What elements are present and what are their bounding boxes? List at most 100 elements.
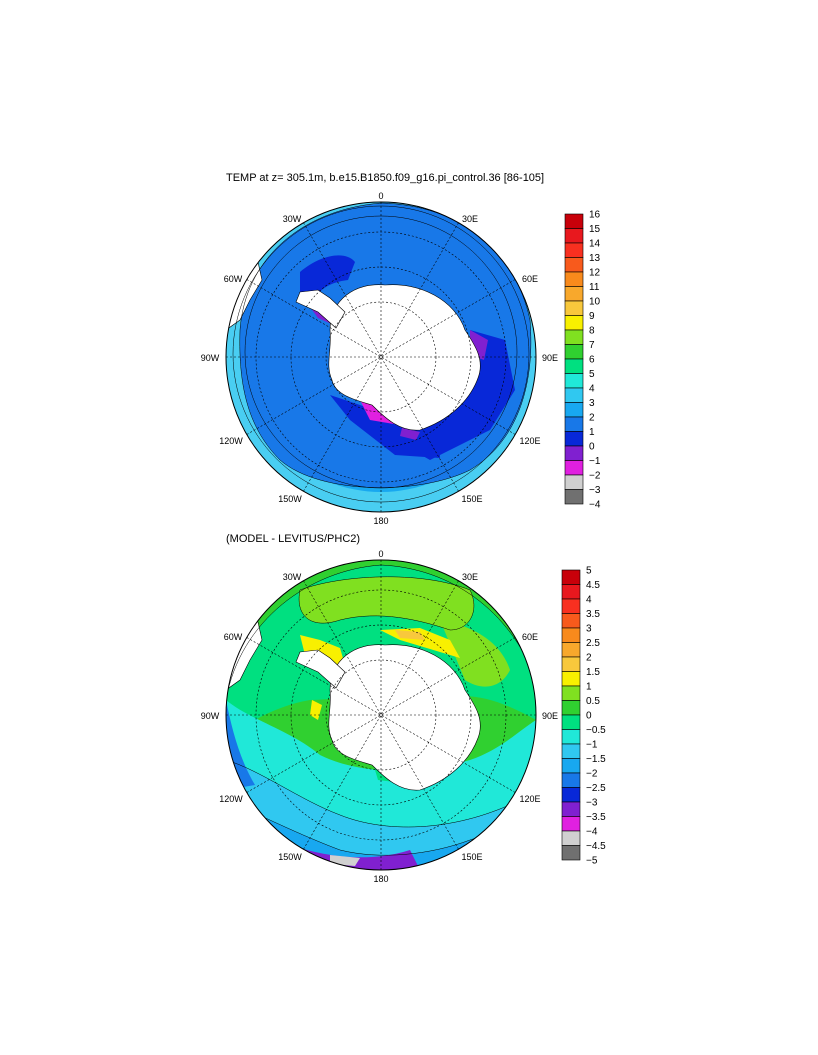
colorbar-swatch bbox=[564, 402, 584, 418]
lon-label: 30E bbox=[462, 572, 478, 582]
colorbar-swatch bbox=[564, 358, 584, 374]
panel-2-title: (MODEL - LEVITUS/PHC2) bbox=[226, 533, 361, 545]
antarctica bbox=[328, 284, 481, 431]
lon-label: 90W bbox=[201, 353, 220, 363]
colorbar-label: −1 bbox=[589, 456, 601, 467]
colorbar-swatch bbox=[564, 489, 584, 505]
lon-label: 30E bbox=[462, 214, 478, 224]
colorbar-label: 4.5 bbox=[586, 580, 600, 591]
colorbar-label: 4 bbox=[586, 595, 592, 606]
colorbar-swatch bbox=[564, 416, 584, 432]
colorbar-label: 13 bbox=[589, 253, 601, 264]
colorbar-label: 1 bbox=[586, 682, 592, 693]
colorbar-swatch bbox=[564, 213, 584, 229]
lon-label: 0 bbox=[378, 191, 383, 201]
colorbar-difference: 5 4.5 4 3.5 3 2.5 2 1.5 1 0.5 0 −0.5 −1 −1.5 −2 −2.5 −3 −… bbox=[561, 566, 606, 867]
colorbar-swatch bbox=[561, 830, 581, 846]
colorbar-swatch bbox=[561, 772, 581, 788]
lon-label: 150E bbox=[461, 852, 482, 862]
colorbar-swatch bbox=[561, 642, 581, 658]
colorbar-label: 0 bbox=[589, 442, 595, 453]
lon-label: 150W bbox=[278, 494, 302, 504]
colorbar-swatch bbox=[561, 656, 581, 672]
colorbar-label: −4 bbox=[586, 827, 598, 838]
colorbar-swatch bbox=[561, 816, 581, 832]
colorbar-label: 0.5 bbox=[586, 696, 600, 707]
difference-map: 0 30E 60E 90E 120E 150E 180 150W 120W 90… bbox=[201, 549, 558, 884]
colorbar-swatch bbox=[561, 787, 581, 803]
colorbar-label: 1.5 bbox=[586, 667, 600, 678]
colorbar-label: −4 bbox=[589, 500, 601, 511]
colorbar-label: 7 bbox=[589, 340, 595, 351]
lon-label: 120E bbox=[519, 794, 540, 804]
colorbar-label: −3 bbox=[589, 485, 601, 496]
colorbar-swatch bbox=[564, 460, 584, 476]
colorbar-swatch bbox=[561, 700, 581, 716]
colorbar-label: −5 bbox=[586, 856, 598, 867]
colorbar-label: −4.5 bbox=[586, 841, 606, 852]
antarctic-peninsula bbox=[295, 289, 346, 329]
colorbar-label: −2 bbox=[586, 769, 598, 780]
lon-label: 30W bbox=[283, 214, 302, 224]
colorbar-swatch bbox=[564, 228, 584, 244]
colorbar-swatch bbox=[561, 598, 581, 614]
colorbar-swatch bbox=[561, 758, 581, 774]
colorbar-label: 5 bbox=[586, 566, 592, 577]
colorbar-label: −1.5 bbox=[586, 754, 606, 765]
colorbar-swatch bbox=[561, 714, 581, 730]
colorbar-label: −2.5 bbox=[586, 783, 606, 794]
colorbar-swatch bbox=[564, 257, 584, 273]
lon-label: 150W bbox=[278, 852, 302, 862]
colorbar-label: 6 bbox=[589, 355, 595, 366]
colorbar-swatch bbox=[561, 671, 581, 687]
colorbar-label: 3.5 bbox=[586, 609, 600, 620]
colorbar-label: 8 bbox=[589, 326, 595, 337]
colorbar-label: −3 bbox=[586, 798, 598, 809]
lon-label: 120W bbox=[219, 436, 243, 446]
colorbar-swatch bbox=[564, 373, 584, 389]
colorbar-label: 11 bbox=[589, 282, 600, 293]
colorbar-swatch bbox=[561, 627, 581, 643]
colorbar-swatch bbox=[564, 300, 584, 316]
colorbar-swatch bbox=[564, 474, 584, 490]
lon-label: 90W bbox=[201, 711, 220, 721]
colorbar-label: 10 bbox=[589, 297, 601, 308]
colorbar-label: 3 bbox=[589, 398, 595, 409]
colorbar-swatch bbox=[564, 286, 584, 302]
lon-label: 60W bbox=[224, 632, 243, 642]
lon-label: 60E bbox=[522, 274, 538, 284]
colorbar-swatch bbox=[564, 445, 584, 461]
colorbar-swatch bbox=[564, 271, 584, 287]
colorbar-label: 2 bbox=[586, 653, 592, 664]
lon-label: 180 bbox=[373, 516, 388, 526]
colorbar-swatch bbox=[564, 329, 584, 345]
temperature-map: 0 30E 60E 90E 120E 150E 180 150W 120W 90… bbox=[201, 191, 558, 526]
lon-label: 90E bbox=[542, 353, 558, 363]
lon-label: 60E bbox=[522, 632, 538, 642]
colorbar-swatch bbox=[561, 584, 581, 600]
colorbar-label: 14 bbox=[589, 239, 601, 250]
colorbar-label: 12 bbox=[589, 268, 601, 279]
lon-label: 120W bbox=[219, 794, 243, 804]
colorbar-label: 15 bbox=[589, 224, 601, 235]
lon-label: 30W bbox=[283, 572, 302, 582]
colorbar-swatch bbox=[564, 315, 584, 331]
colorbar-label: −3.5 bbox=[586, 812, 606, 823]
colorbar-swatch bbox=[561, 743, 581, 759]
colorbar-label: 3 bbox=[586, 624, 592, 635]
lon-label: 150E bbox=[461, 494, 482, 504]
colorbar-swatch bbox=[561, 729, 581, 745]
colorbar-label: 2 bbox=[589, 413, 595, 424]
colorbar-swatch bbox=[564, 431, 584, 447]
colorbar-swatch bbox=[561, 801, 581, 817]
lon-label: 60W bbox=[224, 274, 243, 284]
colorbar-label: 0 bbox=[586, 711, 592, 722]
colorbar-label: −1 bbox=[586, 740, 598, 751]
lon-label: 0 bbox=[378, 549, 383, 559]
colorbar-label: 1 bbox=[589, 427, 595, 438]
lon-label: 90E bbox=[542, 711, 558, 721]
lon-label: 120E bbox=[519, 436, 540, 446]
panel-1-title: TEMP at z= 305.1m, b.e15.B1850.f09_g16.p… bbox=[226, 172, 545, 184]
